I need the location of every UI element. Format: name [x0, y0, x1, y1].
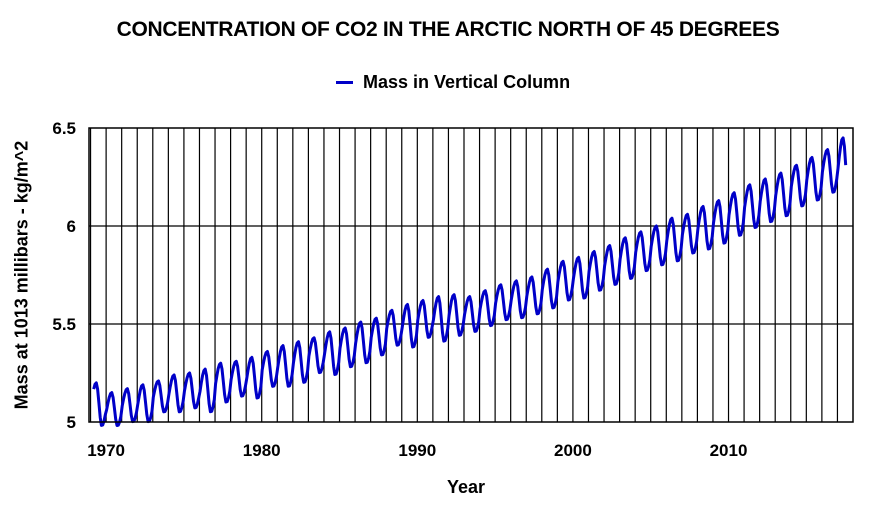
- x-axis-label: Year: [447, 477, 486, 497]
- legend-swatch-icon: [336, 81, 353, 84]
- series-layer: [92, 136, 848, 427]
- series-line-0: [92, 136, 848, 427]
- x-tick-label: 2000: [554, 441, 592, 460]
- horizontal-gridlines: [89, 225, 853, 325]
- chart-title: CONCENTRATION OF CO2 IN THE ARCTIC NORTH…: [116, 18, 780, 41]
- legend: Mass in Vertical Column: [336, 72, 570, 93]
- legend-label: Mass in Vertical Column: [363, 72, 571, 92]
- x-tick-labels: 1970 1980 1990 2000 2010: [87, 441, 747, 460]
- x-tick-label: 1980: [243, 441, 281, 460]
- y-tick-label: 5.5: [52, 315, 76, 334]
- x-tick-label: 2010: [710, 441, 748, 460]
- plot-frame: [88, 127, 854, 423]
- y-tick-label: 6.5: [52, 119, 76, 138]
- x-tick-label: 1970: [87, 441, 125, 460]
- y-tick-label: 6: [67, 217, 76, 236]
- y-tick-labels: 5 5.5 6 6.5: [52, 119, 76, 432]
- y-tick-label: 5: [67, 413, 76, 432]
- x-tick-label: 1990: [398, 441, 436, 460]
